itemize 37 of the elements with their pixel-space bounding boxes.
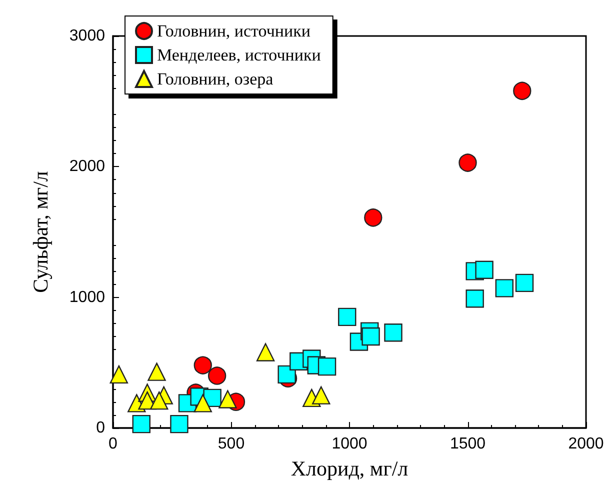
point xyxy=(170,414,188,434)
y-tick-label: 1000 xyxy=(69,288,106,306)
point xyxy=(515,274,534,292)
y-axis-title: Сульфат, мг/л xyxy=(28,171,52,293)
point xyxy=(110,365,128,384)
x-tick-label: 1500 xyxy=(450,436,486,452)
point xyxy=(466,290,484,308)
y-tick-label: 2000 xyxy=(69,158,106,176)
point xyxy=(278,365,296,384)
legend-label: Головнин, озера xyxy=(157,70,274,88)
point xyxy=(150,391,168,410)
x-tick-label: 1000 xyxy=(332,436,368,452)
x-tick-label: 2000 xyxy=(568,436,604,452)
point xyxy=(194,394,212,412)
point xyxy=(218,390,237,408)
point xyxy=(312,386,330,404)
point xyxy=(338,308,356,326)
point xyxy=(256,343,275,362)
point xyxy=(364,208,382,227)
y-tick-label: 0 xyxy=(96,420,106,436)
point xyxy=(208,366,226,385)
point xyxy=(194,356,212,374)
y-tick-label: 3000 xyxy=(69,28,106,44)
point xyxy=(362,327,380,346)
x-tick-label: 500 xyxy=(218,436,245,452)
x-tick-label: 0 xyxy=(108,436,118,452)
point xyxy=(495,279,514,298)
point xyxy=(132,414,150,434)
legend-label: Головнин, источники xyxy=(157,22,310,40)
point xyxy=(475,260,494,279)
point xyxy=(513,82,532,100)
point xyxy=(148,362,166,381)
legend-label: Менделеев, источники xyxy=(157,46,321,64)
point xyxy=(384,324,402,342)
x-axis-title: Хлорид, мг/л xyxy=(290,456,408,480)
point xyxy=(318,357,336,376)
point xyxy=(458,154,477,172)
